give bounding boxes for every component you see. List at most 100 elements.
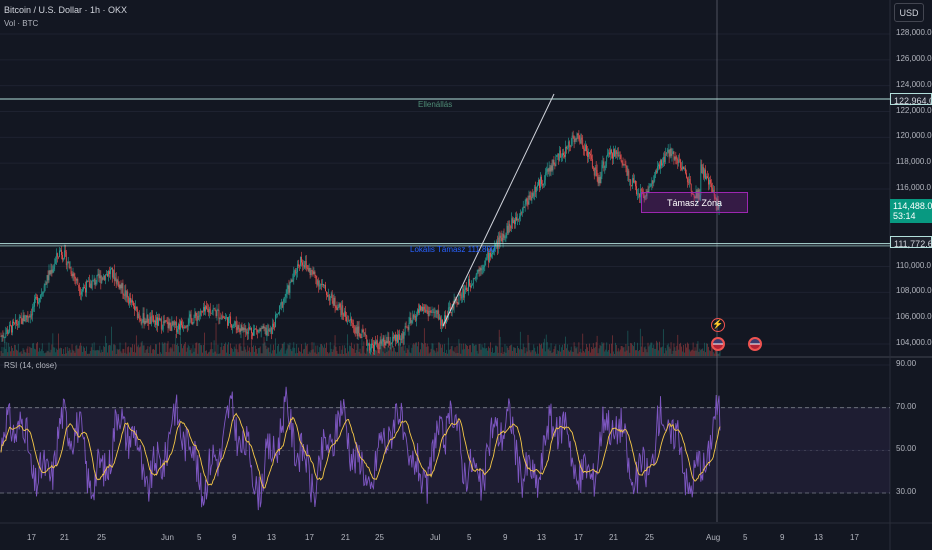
volume-bar (278, 344, 279, 356)
volume-bar (67, 351, 69, 356)
volume-bar (84, 347, 85, 356)
volume-bar (611, 343, 612, 356)
candle-body (293, 270, 295, 280)
candle-body (512, 218, 514, 224)
volume-bar (683, 345, 684, 356)
volume-bar (627, 330, 629, 356)
volume-bar (637, 342, 638, 356)
volume-bar (39, 351, 41, 356)
volume-bar (666, 345, 668, 356)
currency-button[interactable]: USD (894, 3, 924, 22)
candle-body (72, 273, 74, 277)
volume-bar (633, 346, 635, 356)
candle-body (679, 159, 681, 161)
candle-body (91, 280, 93, 289)
volume-bar (263, 336, 265, 356)
volume-bar (98, 350, 100, 356)
candle-body (346, 316, 347, 322)
volume-bar (101, 349, 103, 356)
volume-bar (658, 350, 659, 356)
candle-body (353, 327, 355, 329)
volume-bar (660, 347, 661, 356)
support-zone[interactable]: Támasz Zóna (641, 192, 748, 213)
candle-body (383, 337, 385, 343)
volume-bar (428, 353, 430, 356)
candle-body (130, 297, 131, 303)
candle-body (69, 267, 71, 269)
volume-bar (414, 344, 416, 356)
candle-body (191, 318, 193, 324)
candle-body (656, 170, 658, 173)
us-flag-icon[interactable] (748, 337, 762, 351)
candle-body (223, 317, 225, 319)
volume-bar (219, 353, 221, 356)
volume-bar (700, 350, 702, 356)
candle-body (292, 279, 294, 282)
volume-bar (56, 348, 58, 356)
volume-bar (417, 346, 419, 356)
candle-body (484, 260, 486, 266)
volume-bar (265, 345, 267, 356)
volume-bar (718, 353, 720, 356)
candle-body (178, 324, 179, 330)
rsi-title[interactable]: RSI (14, close) (4, 361, 57, 370)
candle-body (444, 315, 445, 324)
candle-body (198, 316, 200, 317)
candle-body (341, 305, 343, 316)
volume-bar (659, 341, 660, 356)
candle-body (329, 296, 331, 301)
candle-body (98, 273, 100, 279)
volume-bar (70, 352, 72, 356)
candle-body (666, 152, 668, 154)
time-tick-label: 9 (503, 533, 508, 542)
candle-body (412, 314, 414, 321)
candle-body (248, 327, 250, 334)
volume-indicator-label[interactable]: Vol · BTC (4, 19, 39, 28)
volume-bar (429, 352, 431, 356)
candle-body (259, 329, 261, 332)
volume-bar (260, 353, 262, 356)
candle-countdown: 53:14 (893, 211, 916, 221)
volume-bar (427, 346, 429, 356)
candle-body (97, 273, 99, 275)
volume-bar (694, 347, 696, 356)
volume-bar (525, 347, 527, 356)
volume-bar (620, 345, 622, 356)
candle-body (541, 176, 542, 185)
candle-body (652, 180, 654, 184)
volume-bar (603, 342, 605, 356)
symbol-title[interactable]: Bitcoin / U.S. Dollar · 1h · OKX (4, 5, 128, 15)
candle-body (507, 225, 509, 233)
candle-body (468, 279, 469, 291)
candle-body (609, 152, 611, 155)
candle-body (434, 312, 436, 313)
volume-bar (648, 346, 650, 356)
volume-bar (71, 344, 73, 356)
volume-bar (215, 323, 217, 356)
us-flag-icon[interactable] (711, 337, 725, 351)
candle-body (126, 291, 128, 298)
volume-bar (549, 350, 551, 356)
candle-body (308, 267, 310, 272)
candle-body (254, 328, 255, 330)
candle-body (495, 241, 497, 244)
candle-body (21, 318, 23, 324)
candle-body (460, 294, 462, 299)
price-tick-label: 118,000.0 (896, 157, 931, 167)
candle-body (452, 304, 454, 309)
volume-bar (560, 351, 562, 356)
lightning-icon[interactable]: ⚡ (711, 318, 725, 332)
volume-bar (420, 349, 421, 356)
candle-body (680, 159, 682, 168)
time-tick-label: 21 (609, 533, 618, 542)
volume-bar (348, 351, 349, 356)
volume-bar (136, 346, 138, 356)
volume-bar (130, 347, 131, 356)
volume-bar (638, 349, 640, 356)
candle-body (4, 336, 6, 338)
volume-bar (448, 349, 450, 356)
volume-bar (340, 353, 342, 356)
volume-bar (422, 344, 424, 356)
volume-bar (636, 350, 637, 356)
